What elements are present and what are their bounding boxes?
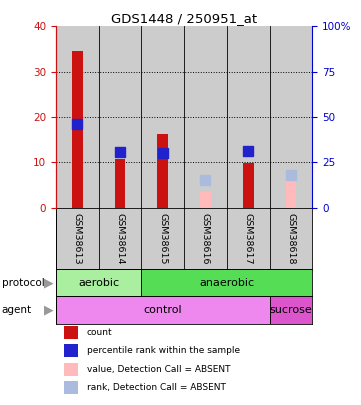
Bar (157, 134, 168, 208)
Text: count: count (87, 328, 112, 337)
Text: GSM38614: GSM38614 (116, 213, 125, 264)
Bar (64, 326, 78, 339)
Text: GSM38613: GSM38613 (73, 213, 82, 264)
Bar (72, 51, 83, 208)
Bar (64, 382, 78, 394)
Text: GSM38617: GSM38617 (244, 213, 253, 264)
Bar (184, 26, 227, 208)
Text: GSM38615: GSM38615 (158, 213, 167, 264)
Bar (227, 26, 270, 208)
Bar (270, 26, 312, 208)
Bar (286, 178, 296, 208)
Text: GSM38618: GSM38618 (286, 213, 295, 264)
Text: aerobic: aerobic (78, 278, 119, 288)
Bar (243, 163, 253, 208)
Text: ▶: ▶ (44, 276, 53, 289)
Bar (142, 26, 184, 208)
Bar (200, 192, 211, 208)
Bar (142, 269, 312, 296)
Bar (142, 208, 184, 269)
Text: rank, Detection Call = ABSENT: rank, Detection Call = ABSENT (87, 383, 226, 392)
Title: GDS1448 / 250951_at: GDS1448 / 250951_at (111, 12, 257, 25)
Bar (227, 208, 270, 269)
Text: GSM38616: GSM38616 (201, 213, 210, 264)
Text: anaerobic: anaerobic (199, 278, 255, 288)
Text: control: control (143, 305, 182, 315)
Text: agent: agent (2, 305, 32, 315)
Bar (56, 208, 99, 269)
Bar (64, 344, 78, 357)
Bar (64, 363, 78, 376)
Text: value, Detection Call = ABSENT: value, Detection Call = ABSENT (87, 365, 230, 374)
Bar (99, 26, 142, 208)
Bar (115, 159, 125, 208)
Bar (56, 269, 142, 296)
Bar (99, 208, 142, 269)
Text: ▶: ▶ (44, 303, 53, 317)
Bar (56, 26, 99, 208)
Text: percentile rank within the sample: percentile rank within the sample (87, 346, 240, 355)
Text: protocol: protocol (2, 278, 44, 288)
Bar (56, 296, 270, 324)
Bar (270, 296, 312, 324)
Text: sucrose: sucrose (270, 305, 312, 315)
Bar (184, 208, 227, 269)
Bar (270, 208, 312, 269)
